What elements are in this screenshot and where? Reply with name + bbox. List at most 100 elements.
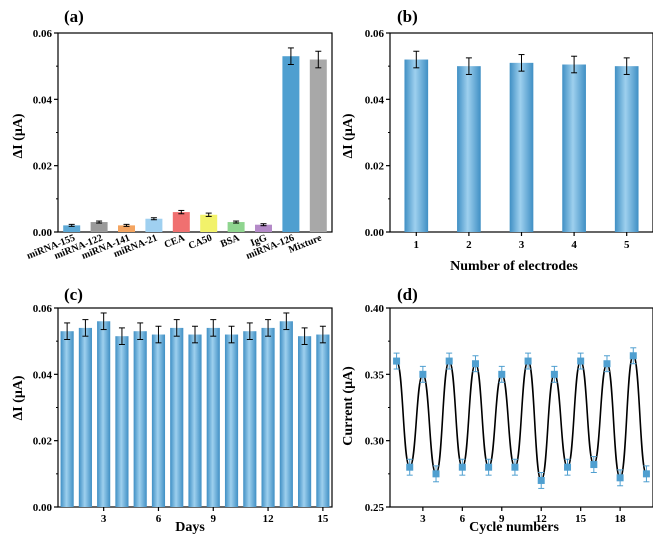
- panel-c-bar: [298, 336, 312, 507]
- panel-c-x-axis-title: Days: [175, 520, 205, 535]
- panel-d-point: [511, 463, 519, 471]
- panel-d-point: [564, 463, 572, 471]
- panel-d-point: [629, 352, 637, 360]
- panel-d-ytick-label: 0.30: [365, 436, 385, 448]
- panel-c-xtick-label: 9: [211, 513, 217, 525]
- panel-d-point: [485, 463, 493, 471]
- panel-d-point: [406, 463, 414, 471]
- panel-b-bar: [457, 66, 481, 233]
- panel-d-point: [498, 370, 506, 378]
- panel-d-xtick-label: 15: [575, 513, 587, 525]
- panel-c-xtick-label: 12: [263, 513, 275, 525]
- panel-d-point: [471, 360, 479, 368]
- panel-a-bar: [200, 214, 218, 232]
- panel-a-bar: [227, 222, 245, 232]
- panel-c-bar: [151, 334, 166, 507]
- panel-a-bar: [309, 59, 327, 233]
- panel-d-letter: (d): [397, 285, 418, 304]
- panel-c: (c) 0.00 0.02 0.04 0.06 3 6 9 12 15 ΔI (μA) Days: [11, 285, 333, 535]
- panel-b-bar: [562, 64, 586, 232]
- panel-b-plot: 0.00 0.02 0.04 0.06 1 2 3 4 5: [365, 28, 653, 251]
- panel-b-xtick-label: 2: [466, 239, 472, 251]
- panel-d-ytick-label: 0.40: [365, 303, 385, 315]
- panel-c-bar: [97, 321, 111, 507]
- panel-a-category-label: CEA: [163, 232, 187, 250]
- panel-d-xtick-label: 12: [536, 513, 548, 525]
- panel-d-point: [577, 357, 585, 365]
- panel-c-bar: [115, 336, 129, 507]
- panel-d: (d) 0.25 0.30 0.35 0.40 3 6 9 12 15 18 Current (μ…: [341, 285, 653, 535]
- panel-c-bar: [279, 321, 293, 507]
- panel-d-ytick-label: 0.25: [365, 502, 385, 514]
- panel-d-point: [590, 461, 598, 469]
- panel-d-x-axis-title: Cycle numbers: [469, 520, 559, 535]
- panel-a-ytick-label: 0.06: [33, 28, 53, 40]
- panel-a-bar: [63, 225, 81, 232]
- panel-c-bar: [243, 331, 257, 507]
- panel-d-y-axis-title: Current (μA): [341, 366, 356, 446]
- panel-a-category-label: CA50: [187, 233, 214, 252]
- panel-d-xtick-label: 9: [499, 513, 505, 525]
- panel-c-bar: [188, 334, 202, 507]
- panel-c-bar: [224, 334, 239, 507]
- panel-c-bar: [60, 331, 74, 507]
- panel-b: (b) 0.00 0.02 0.04 0.06 1 2 3 4 5 ΔI (μA) Number…: [341, 7, 653, 274]
- panel-c-xtick-label: 15: [317, 513, 329, 525]
- panel-d-point: [550, 370, 558, 378]
- panel-b-y-axis-title: ΔI (μA): [341, 113, 356, 158]
- panel-d-ytick-label: 0.35: [365, 369, 385, 381]
- panel-d-point: [642, 470, 650, 478]
- panel-d-point: [524, 357, 532, 365]
- panel-c-bar: [261, 327, 275, 507]
- panel-b-ytick-label: 0.00: [365, 227, 385, 239]
- panel-b-ytick-label: 0.04: [365, 94, 385, 106]
- panel-a-bar: [255, 224, 272, 232]
- panel-c-y-axis-title: ΔI (μA): [11, 375, 26, 420]
- panel-a-bar: [118, 225, 135, 232]
- panel-b-ytick-label: 0.06: [365, 28, 385, 40]
- panel-b-xtick-label: 3: [519, 239, 525, 251]
- panel-a-plot: 0.000.020.040.06miRNA-155miRNA-122miRNA-…: [25, 28, 333, 262]
- panel-a-ytick-label: 0.00: [33, 227, 53, 239]
- panel-d-point: [458, 463, 466, 471]
- panel-d-point: [393, 357, 401, 365]
- panel-c-letter: (c): [64, 285, 83, 304]
- panel-b-bar: [404, 59, 429, 233]
- panel-d-point: [603, 360, 611, 368]
- panel-a: (a) 0.000.020.040.06miRNA-155miRNA-122mi…: [11, 7, 333, 262]
- panel-c-bar: [133, 331, 147, 507]
- panel-b-letter: (b): [397, 7, 418, 26]
- panel-c-xtick-label: 6: [156, 513, 162, 525]
- panel-a-ytick-label: 0.02: [33, 161, 53, 173]
- panel-b-x-axis-title: Number of electrodes: [450, 259, 578, 274]
- panel-b-xtick-label: 1: [414, 239, 420, 251]
- panel-a-bar: [282, 56, 300, 232]
- panel-a-category-label: BSA: [219, 232, 242, 250]
- panel-c-bar: [170, 327, 184, 507]
- panel-c-bar: [206, 327, 220, 507]
- panel-c-ytick-label: 0.04: [33, 369, 53, 381]
- panel-d-point: [537, 476, 545, 484]
- panel-a-y-axis-title: ΔI (μA): [11, 113, 26, 158]
- panel-d-xtick-label: 18: [615, 513, 627, 525]
- panel-d-point: [616, 474, 624, 482]
- panel-a-bar: [172, 212, 190, 232]
- panel-c-plot: 0.00 0.02 0.04 0.06 3 6 9 12 15: [33, 303, 333, 525]
- panel-b-bar: [509, 62, 534, 232]
- panel-b-xtick-label: 4: [571, 239, 577, 251]
- panel-c-bar: [78, 327, 92, 507]
- panel-a-letter: (a): [64, 7, 84, 26]
- panel-a-bar: [145, 218, 163, 232]
- panel-d-series-line: [395, 354, 648, 482]
- panel-c-ytick-label: 0.06: [33, 303, 53, 315]
- panel-d-plot: 0.25 0.30 0.35 0.40 3 6 9 12 15 18: [365, 303, 653, 525]
- panel-d-xtick-label: 3: [420, 513, 426, 525]
- panel-c-ytick-label: 0.00: [33, 502, 53, 514]
- panel-d-point: [432, 470, 440, 478]
- panel-d-point: [445, 357, 453, 365]
- panel-a-bar: [90, 222, 108, 232]
- panel-d-xtick-label: 6: [460, 513, 466, 525]
- panel-b-bar: [614, 66, 639, 233]
- panel-a-ytick-label: 0.04: [33, 94, 53, 106]
